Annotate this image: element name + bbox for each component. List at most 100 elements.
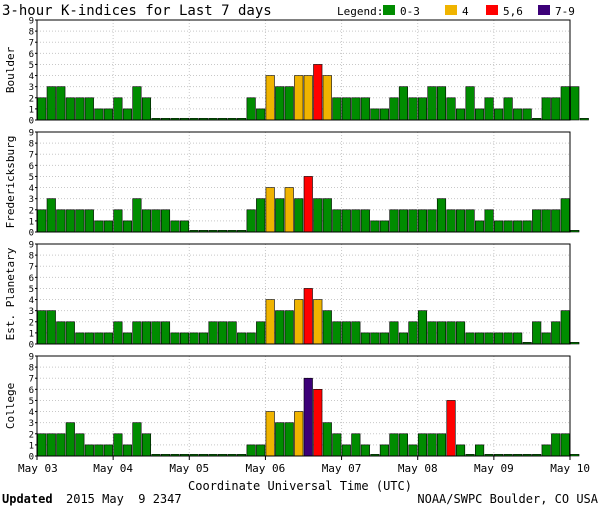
bar <box>455 108 466 121</box>
bar <box>94 332 104 345</box>
bar <box>503 220 513 233</box>
bar <box>494 220 504 233</box>
y-tick-label: 8 <box>29 28 34 38</box>
y-tick-label: 5 <box>29 61 34 71</box>
bar <box>75 332 85 345</box>
bar <box>322 422 332 457</box>
bar <box>570 342 580 345</box>
legend-swatch-3 <box>486 5 498 15</box>
y-tick-label: 1 <box>29 329 34 339</box>
legend-title: Legend: <box>337 5 383 18</box>
bar <box>455 444 466 457</box>
bar <box>427 321 437 345</box>
bar <box>551 433 561 457</box>
x-tick-label: May 03 <box>18 462 58 475</box>
bar <box>256 444 266 457</box>
bar <box>122 332 132 345</box>
y-tick-label: 0 <box>29 117 34 127</box>
bar <box>541 332 551 345</box>
bar <box>160 321 171 345</box>
bar <box>408 97 418 121</box>
source-credit: NOAA/SWPC Boulder, CO USA <box>417 492 598 506</box>
legend-swatch-1 <box>383 5 395 15</box>
bar <box>398 209 408 233</box>
bar <box>351 209 361 233</box>
bar <box>436 433 447 457</box>
bar <box>313 389 323 457</box>
bar <box>37 433 47 457</box>
bar <box>341 209 351 233</box>
bar <box>560 198 570 233</box>
legend-swatch-4 <box>538 5 550 15</box>
bar <box>303 377 313 457</box>
bar <box>398 433 408 457</box>
y-tick-label: 1 <box>29 217 34 227</box>
bar <box>408 444 418 457</box>
bar <box>370 220 380 233</box>
bar <box>179 332 190 345</box>
legend-entry-4: 7-9 <box>555 5 575 18</box>
bar <box>360 332 370 345</box>
bar <box>389 433 399 457</box>
bar <box>275 422 285 457</box>
y-tick-label: 1 <box>29 105 34 115</box>
bar <box>122 108 132 121</box>
bar <box>65 422 75 457</box>
bar <box>322 198 332 233</box>
bar <box>122 220 132 233</box>
x-tick-label: May 08 <box>398 462 438 475</box>
bar <box>379 220 389 233</box>
bar <box>551 209 561 233</box>
y-tick-label: 9 <box>29 241 34 251</box>
legend-entry-2: 4 <box>462 5 469 18</box>
bar <box>189 332 199 345</box>
bar <box>75 97 85 121</box>
x-axis-tick-labels: May 03 May 04 May 05 May 06 May 07 May 08 May … <box>18 456 590 475</box>
bar <box>265 411 275 457</box>
bar <box>332 97 342 121</box>
bar <box>417 97 428 121</box>
bar <box>436 86 447 121</box>
bar <box>351 433 361 457</box>
bar <box>275 198 285 233</box>
bar <box>341 444 351 457</box>
bar <box>360 209 370 233</box>
legend-entry-3: 5,6 <box>503 5 523 18</box>
bar <box>494 108 504 121</box>
bar <box>522 108 532 121</box>
bar <box>113 321 123 345</box>
y-tick-label: 8 <box>29 364 34 374</box>
bar <box>484 332 494 345</box>
series-name: College <box>4 383 17 429</box>
bar <box>37 310 47 345</box>
bar <box>570 454 580 457</box>
bar <box>122 444 132 457</box>
y-tick-label: 0 <box>29 229 34 239</box>
bar <box>436 198 447 233</box>
bar <box>446 321 456 345</box>
bar <box>103 332 113 345</box>
y-tick-label: 9 <box>29 17 34 27</box>
bar <box>541 444 551 457</box>
panel-frame <box>36 19 571 121</box>
y-tick-label: 3 <box>29 195 34 205</box>
bar <box>94 108 104 121</box>
bar <box>179 220 190 233</box>
bar <box>313 64 323 121</box>
bar <box>170 220 180 233</box>
bar <box>322 75 332 121</box>
x-axis-label: Coordinate Universal Time (UTC) <box>188 479 412 493</box>
bar <box>56 209 66 233</box>
bar <box>46 310 56 345</box>
bar <box>284 86 294 121</box>
bar <box>570 86 580 121</box>
bar <box>494 332 504 345</box>
bar <box>303 75 313 121</box>
bar <box>56 86 66 121</box>
y-tick-label: 4 <box>29 184 34 194</box>
chart-title: 3-hour K-indices for Last 7 days <box>2 3 272 19</box>
bar <box>65 97 75 121</box>
